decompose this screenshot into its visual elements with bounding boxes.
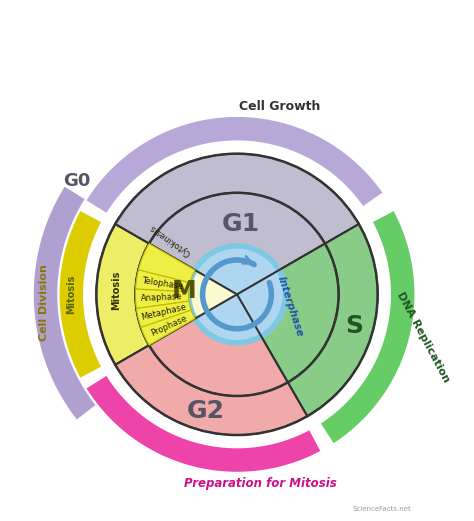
- Wedge shape: [136, 270, 190, 292]
- Circle shape: [189, 246, 285, 343]
- Text: Cell Division: Cell Division: [39, 264, 49, 341]
- Text: G2: G2: [187, 400, 225, 424]
- Text: G0: G0: [63, 172, 91, 190]
- Wedge shape: [115, 154, 359, 244]
- Text: Metaphase: Metaphase: [140, 302, 188, 321]
- Text: Mitosis: Mitosis: [111, 271, 121, 310]
- Polygon shape: [87, 376, 320, 472]
- Text: ScienceFacts.net: ScienceFacts.net: [352, 506, 411, 512]
- Polygon shape: [74, 398, 105, 436]
- Text: Mitosis: Mitosis: [66, 275, 76, 314]
- Wedge shape: [195, 246, 285, 343]
- Text: Cytokinesis: Cytokinesis: [148, 222, 193, 257]
- Wedge shape: [137, 301, 191, 327]
- Text: DNA Replication: DNA Replication: [395, 290, 451, 384]
- Text: Anaphase: Anaphase: [141, 292, 183, 303]
- Text: S: S: [345, 314, 363, 338]
- Polygon shape: [87, 117, 383, 213]
- Wedge shape: [149, 318, 288, 396]
- Wedge shape: [261, 244, 338, 382]
- Wedge shape: [136, 244, 195, 345]
- Wedge shape: [136, 244, 195, 345]
- Text: Prophase: Prophase: [149, 313, 188, 338]
- Wedge shape: [189, 270, 237, 319]
- Text: G1: G1: [222, 212, 260, 236]
- Text: Telophase: Telophase: [141, 276, 184, 291]
- Polygon shape: [34, 187, 95, 419]
- Text: Cell Cycle: Cell Cycle: [139, 17, 335, 51]
- Polygon shape: [84, 361, 109, 404]
- Polygon shape: [306, 420, 348, 446]
- Wedge shape: [115, 345, 307, 435]
- Wedge shape: [288, 224, 378, 416]
- Wedge shape: [96, 224, 149, 365]
- Polygon shape: [60, 211, 101, 378]
- Wedge shape: [141, 310, 195, 345]
- Text: Preparation for Mitosis: Preparation for Mitosis: [184, 477, 337, 490]
- Polygon shape: [321, 211, 414, 443]
- Text: M: M: [172, 279, 196, 303]
- Text: Interphase: Interphase: [275, 275, 305, 338]
- Polygon shape: [359, 179, 386, 220]
- Wedge shape: [149, 193, 325, 270]
- Text: Cell Growth: Cell Growth: [239, 101, 321, 113]
- Wedge shape: [136, 289, 189, 308]
- Wedge shape: [138, 244, 195, 283]
- Polygon shape: [78, 195, 103, 238]
